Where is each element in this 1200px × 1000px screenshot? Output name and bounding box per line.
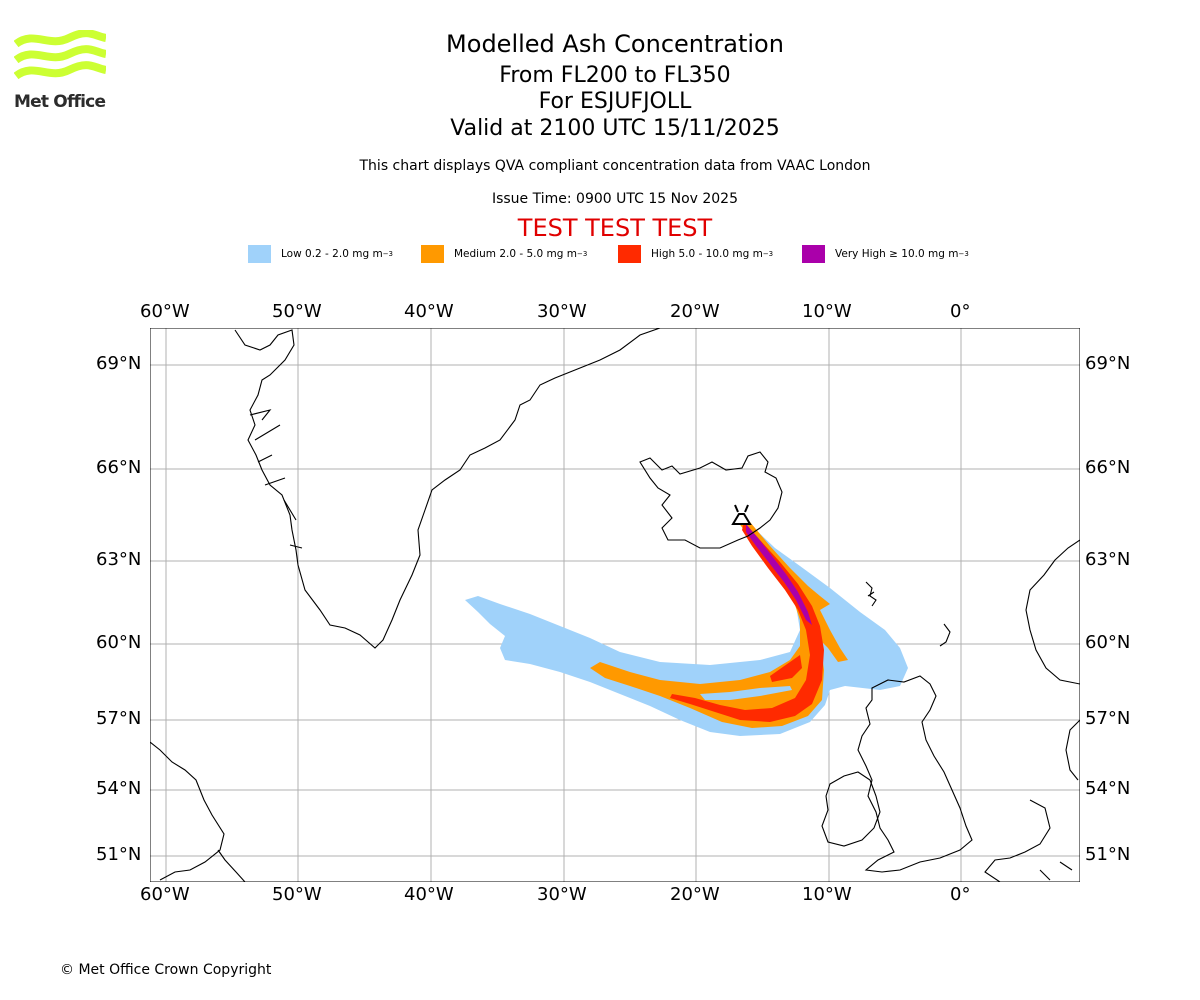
lon-tick-top: 30°W [537,301,587,322]
lon-tick-bottom: 10°W [802,884,852,905]
lon-tick-top: 10°W [802,301,852,322]
lon-tick-top: 40°W [404,301,454,322]
lon-tick-bottom: 20°W [670,884,720,905]
ash-region-high [770,655,802,682]
legend-unit-low: −3 [382,250,394,258]
legend-swatch-medium [421,245,444,263]
legend-unit-very-high: −3 [958,250,969,258]
coastline-greenland [234,328,661,649]
copyright-text: © Met Office Crown Copyright [60,962,272,978]
lat-tick-left: 63°N [96,549,142,570]
coastline-newfoundland [217,849,246,882]
lon-tick-top: 0° [950,301,971,322]
coastline-shetland [939,623,951,647]
test-banner: TEST TEST TEST [517,214,713,242]
lat-tick-left: 69°N [96,353,142,374]
lat-tick-left: 51°N [96,844,142,865]
legend-swatch-low [248,245,271,263]
issue-time: Issue Time: 0900 UTC 15 Nov 2025 [491,191,739,207]
lat-tick-left: 66°N [96,457,142,478]
legend-label-very-high: Very High ≥ 10.0 mg m [835,248,959,260]
coastline-labrador [150,741,225,881]
coastline-iceland [639,451,783,549]
volcano-icon[interactable] [731,504,752,525]
legend-item-very-high: Very High ≥ 10.0 mg m −3 [802,244,969,264]
legend-item-low: Low 0.2 - 2.0 mg m −3 [248,244,393,264]
lon-tick-bottom: 50°W [272,884,322,905]
graticule [150,328,1080,882]
legend-item-medium: Medium 2.0 - 5.0 mg m −3 [421,244,587,264]
lon-tick-bottom: 30°W [537,884,587,905]
met-office-waves-icon [13,29,107,80]
disclaimer-text: This chart displays QVA compliant concen… [359,158,871,174]
map-background [150,328,1080,882]
lat-tick-right: 63°N [1085,549,1131,570]
lon-tick-top: 50°W [272,301,322,322]
coastline-faroe [865,581,877,607]
lat-tick-right: 60°N [1085,632,1131,653]
flight-level-range: From FL200 to FL350 [499,63,731,88]
legend-unit-high: −3 [762,250,774,258]
ash-region-very-high [746,524,812,625]
met-office-logo [13,29,114,112]
coastline-greenland-fjords [249,409,303,549]
coastlines [150,328,1080,882]
lon-tick-bottom: 0° [950,884,971,905]
lat-tick-left: 57°N [96,708,142,729]
lat-tick-left: 60°N [96,632,142,653]
coastline-norway [1025,539,1080,685]
volcano-name: For ESJUFJOLL [538,89,692,114]
coastline-denmark [1065,719,1080,781]
lon-tick-top: 20°W [670,301,720,322]
met-office-logo-text: Met Office [14,92,106,112]
legend-label-high: High 5.0 - 10.0 mg m [651,248,763,260]
lat-tick-right: 66°N [1085,457,1131,478]
lat-tick-right: 51°N [1085,844,1131,865]
legend-item-high: High 5.0 - 10.0 mg m −3 [618,244,773,264]
coastline-great-britain [857,675,973,873]
ash-region-high [670,522,824,722]
legend-label-low: Low 0.2 - 2.0 mg m [281,248,383,260]
ash-map[interactable] [150,328,1080,882]
legend-swatch-high [618,245,641,263]
lat-tick-right: 57°N [1085,708,1131,729]
valid-time: Valid at 2100 UTC 15/11/2025 [450,116,780,141]
chart-title: Modelled Ash Concentration [446,30,784,58]
legend-unit-medium: −3 [576,250,588,258]
lat-tick-right: 69°N [1085,353,1131,374]
legend-label-medium: Medium 2.0 - 5.0 mg m [454,248,577,260]
lon-tick-bottom: 60°W [140,884,190,905]
coastline-europe [984,799,1073,882]
lon-tick-bottom: 40°W [404,884,454,905]
lat-tick-left: 54°N [96,778,142,799]
lon-tick-top: 60°W [140,301,190,322]
coastline-ireland [821,771,881,847]
ash-gap [700,686,792,700]
legend-swatch-very-high [802,245,825,263]
lat-tick-right: 54°N [1085,778,1131,799]
